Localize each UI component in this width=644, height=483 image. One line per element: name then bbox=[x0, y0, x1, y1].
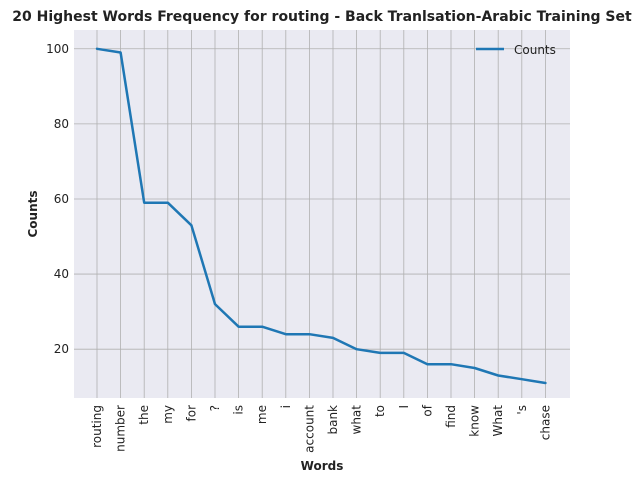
x-tick-label: the bbox=[137, 405, 151, 425]
x-tick-label: what bbox=[350, 405, 364, 435]
x-tick-label: of bbox=[420, 404, 434, 416]
x-tick-label: my bbox=[161, 405, 175, 424]
grid bbox=[74, 30, 570, 398]
x-tick-label: me bbox=[255, 405, 269, 424]
y-tick-label: 60 bbox=[54, 192, 69, 206]
x-tick-label: is bbox=[232, 405, 246, 415]
x-tick-label: I bbox=[397, 405, 411, 409]
plot-area bbox=[74, 30, 570, 398]
y-tick-label: 100 bbox=[46, 42, 69, 56]
y-tick-label: 40 bbox=[54, 267, 69, 281]
x-tick-label: find bbox=[444, 405, 458, 428]
x-tick-label: bank bbox=[326, 405, 340, 435]
y-tick-label: 80 bbox=[54, 117, 69, 131]
x-axis-label: Words bbox=[301, 459, 344, 473]
chart-title: 20 Highest Words Frequency for routing -… bbox=[12, 9, 632, 25]
series-line-counts bbox=[95, 47, 547, 385]
x-tick-label: to bbox=[373, 405, 387, 417]
series-layer bbox=[95, 47, 547, 385]
x-tick-label: know bbox=[468, 405, 482, 437]
x-tick-label: account bbox=[302, 405, 316, 453]
x-tick-label: 's bbox=[515, 405, 529, 415]
tick-labels: routing number the my for? is me i account bank wh… bbox=[46, 42, 552, 453]
y-tick-label: 20 bbox=[54, 342, 69, 356]
x-tick-label: number bbox=[114, 405, 128, 452]
x-tick-label: ? bbox=[208, 405, 222, 411]
legend: Counts bbox=[476, 43, 556, 57]
x-tick-label: for bbox=[184, 405, 198, 422]
x-tick-label: chase bbox=[538, 405, 552, 440]
y-axis-label: Counts bbox=[26, 190, 40, 237]
x-tick-label: i bbox=[279, 405, 293, 408]
x-tick-label: routing bbox=[90, 405, 104, 448]
x-tick-label: What bbox=[491, 405, 505, 437]
legend-label-counts: Counts bbox=[514, 43, 556, 57]
